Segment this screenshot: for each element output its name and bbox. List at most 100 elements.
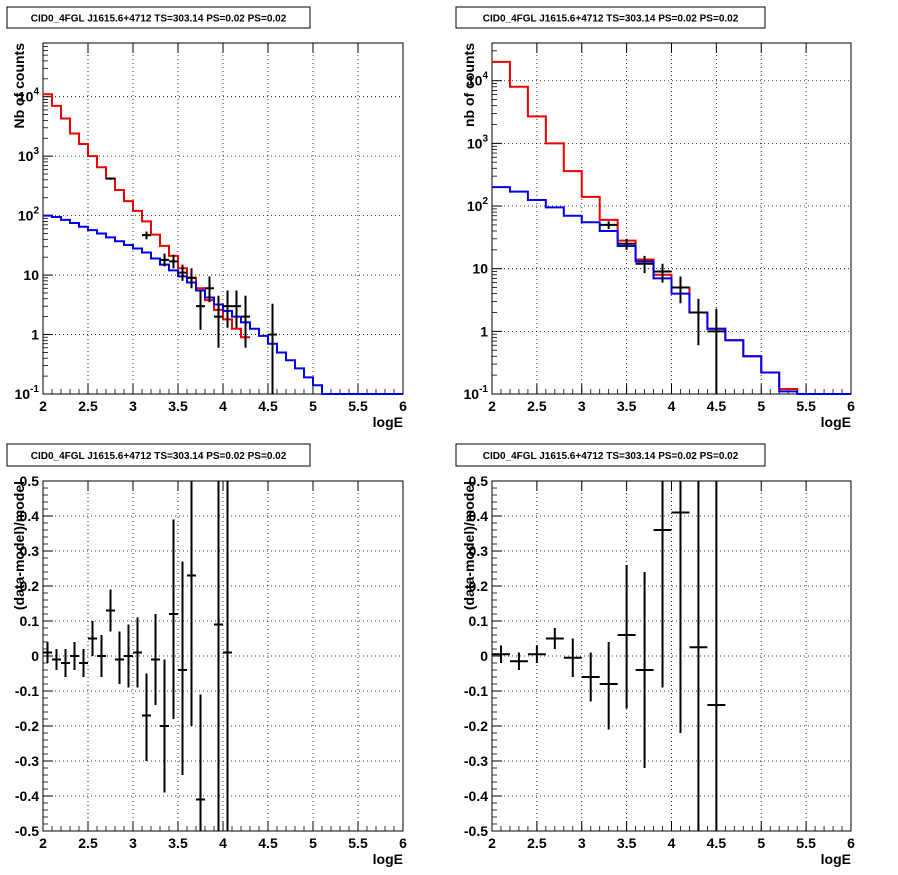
x-tick-label: 2.5: [78, 835, 98, 851]
y-tick-label: 0: [480, 648, 488, 664]
x-axis-label: logE: [373, 851, 403, 867]
y-tick-label: 0.2: [469, 578, 489, 594]
y-tick-label: 0: [31, 648, 39, 664]
x-tick-label: 6: [399, 398, 407, 414]
y-axis-label: Nb of counts: [11, 43, 27, 129]
y-tick-label: 0.4: [20, 508, 40, 524]
y-axis-label: (data-model)/model: [461, 481, 477, 610]
grid: [43, 481, 403, 831]
x-tick-label: 4: [668, 398, 676, 414]
x-tick-label: 5.5: [348, 398, 368, 414]
x-tick-label: 4.5: [707, 398, 727, 414]
x-tick-label: 5.5: [348, 835, 368, 851]
y-tick-label: 0.5: [20, 473, 40, 489]
y-tick-label: 0.3: [469, 543, 489, 559]
y-tick-label: 102: [18, 206, 40, 224]
x-tick-label: 4.5: [707, 835, 727, 851]
x-tick-label: 3.5: [168, 398, 188, 414]
y-tick-label: 104: [18, 87, 40, 105]
chart-title: CID0_4FGL J1615.6+4712 TS=303.14 PS=0.02…: [483, 14, 739, 25]
x-tick-label: 4: [219, 398, 227, 414]
title-box: [455, 6, 766, 29]
series-step-line: [43, 214, 403, 395]
y-tick-label: -0.5: [464, 823, 488, 839]
y-tick-label: 102: [467, 196, 489, 214]
y-tick-label: 10-1: [15, 384, 40, 402]
y-tick-label: 103: [18, 146, 40, 164]
x-tick-label: 2: [488, 835, 496, 851]
x-axis-label: logE: [821, 851, 851, 867]
x-tick-label: 4.5: [258, 835, 278, 851]
x-tick-label: 3.5: [168, 835, 188, 851]
x-tick-label: 2: [39, 398, 47, 414]
x-tick-label: 2.5: [527, 835, 547, 851]
y-tick-label: 10: [472, 261, 488, 277]
x-tick-label: 6: [847, 835, 855, 851]
x-tick-label: 5.5: [796, 835, 816, 851]
x-tick-label: 2.5: [78, 398, 98, 414]
title-box: [455, 443, 766, 467]
x-tick-label: 2: [488, 398, 496, 414]
chart-panel-1: CID0_4FGL J1615.6+4712 TS=303.14 PS=0.02…: [6, 6, 407, 430]
y-tick-label: 0.1: [20, 613, 40, 629]
x-tick-label: 4: [668, 835, 676, 851]
x-tick-label: 6: [399, 835, 407, 851]
x-tick-label: 2.5: [527, 398, 547, 414]
x-tick-label: 5.5: [796, 398, 816, 414]
y-tick-label: 0.4: [469, 508, 489, 524]
y-tick-label: 1: [480, 323, 488, 339]
x-tick-label: 5: [309, 398, 317, 414]
y-tick-label: -0.3: [15, 753, 39, 769]
x-tick-label: 2: [39, 835, 47, 851]
data-points: [492, 481, 726, 831]
y-axis-label: nb of counts: [461, 43, 477, 127]
series-step-line: [492, 186, 851, 395]
y-tick-label: -0.3: [464, 753, 488, 769]
chart-panel-4: CID0_4FGL J1615.6+4712 TS=303.14 PS=0.02…: [455, 443, 855, 867]
x-tick-label: 3: [129, 398, 137, 414]
data-points: [43, 481, 232, 831]
y-tick-label: 10-1: [464, 384, 489, 402]
x-tick-label: 3.5: [617, 835, 637, 851]
data-points: [599, 221, 726, 394]
y-tick-label: -0.5: [15, 823, 39, 839]
y-axis-label: (data-model)/model: [11, 481, 27, 610]
y-tick-label: -0.1: [15, 683, 39, 699]
chart-title: CID0_4FGL J1615.6+4712 TS=303.14 PS=0.02…: [31, 14, 287, 25]
y-tick-label: 0.1: [469, 613, 489, 629]
x-tick-label: 4: [219, 835, 227, 851]
y-tick-label: 10: [23, 267, 39, 283]
x-tick-label: 3: [129, 835, 137, 851]
chart-panel-2: CID0_4FGL J1615.6+4712 TS=303.14 PS=0.02…: [455, 6, 855, 430]
y-tick-label: 1: [31, 327, 39, 343]
chart-title: CID0_4FGL J1615.6+4712 TS=303.14 PS=0.02…: [31, 451, 287, 462]
y-tick-label: -0.4: [15, 788, 39, 804]
y-tick-label: 104: [467, 71, 489, 89]
y-tick-label: -0.2: [464, 718, 488, 734]
y-tick-label: 0.5: [469, 473, 489, 489]
grid: [43, 43, 403, 394]
y-tick-label: -0.4: [464, 788, 488, 804]
y-tick-label: 0.2: [20, 578, 40, 594]
x-tick-label: 3.5: [617, 398, 637, 414]
title-box: [6, 443, 311, 467]
x-tick-label: 3: [578, 835, 586, 851]
grid: [492, 43, 851, 394]
y-tick-label: 103: [467, 133, 489, 151]
title-box: [6, 6, 311, 29]
grid: [492, 481, 851, 831]
x-axis-label: logE: [373, 414, 403, 430]
x-tick-label: 5: [757, 398, 765, 414]
x-axis-label: logE: [821, 414, 851, 430]
x-tick-label: 5: [757, 835, 765, 851]
y-tick-label: 0.3: [20, 543, 40, 559]
x-tick-label: 5: [309, 835, 317, 851]
x-tick-label: 3: [578, 398, 586, 414]
y-tick-label: -0.1: [464, 683, 488, 699]
y-tick-label: -0.2: [15, 718, 39, 734]
x-tick-label: 6: [847, 398, 855, 414]
chart-panel-3: CID0_4FGL J1615.6+4712 TS=303.14 PS=0.02…: [6, 443, 407, 867]
x-tick-label: 4.5: [258, 398, 278, 414]
chart-title: CID0_4FGL J1615.6+4712 TS=303.14 PS=0.02…: [483, 451, 739, 462]
